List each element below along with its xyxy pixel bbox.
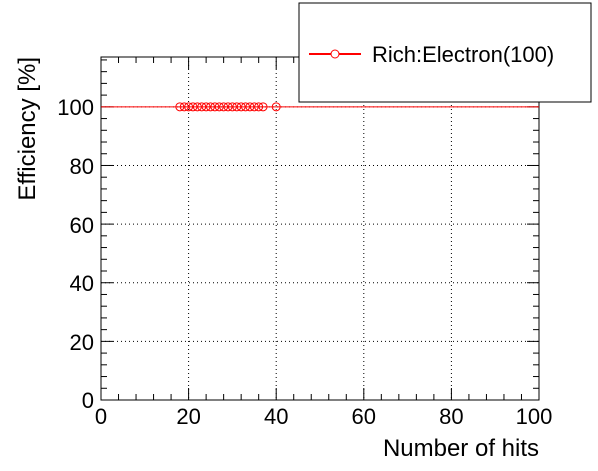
data-point [214, 102, 224, 112]
y-axis-label: Efficiency [%] [14, 57, 41, 201]
data-point [232, 102, 242, 112]
data-point [179, 102, 189, 112]
data-point [206, 102, 215, 112]
data-point [210, 102, 220, 112]
plot-frame [100, 56, 540, 401]
data-point [245, 102, 255, 112]
series-rich-electron [101, 102, 539, 112]
data-point [188, 102, 198, 112]
x-axis-label: Number of hits [383, 435, 539, 462]
y-tick-label: 60 [70, 213, 94, 238]
ticks [100, 57, 540, 401]
data-point [258, 102, 268, 112]
data-point [223, 102, 233, 112]
series-points [175, 102, 281, 112]
x-tick-label: 80 [439, 404, 463, 429]
legend-box [298, 2, 592, 103]
legend: Rich:Electron(100) [298, 2, 592, 103]
x-tick-label: 20 [176, 404, 200, 429]
x-tick-label: 0 [95, 404, 107, 429]
legend-entry-label: Rich:Electron(100) [372, 42, 554, 67]
data-point [175, 102, 185, 112]
data-point [197, 102, 207, 112]
x-tick-label: 40 [264, 404, 288, 429]
y-tick-label: 80 [70, 154, 94, 179]
x-tick-label: 100 [516, 404, 553, 429]
data-point [219, 102, 229, 112]
y-tick-label: 40 [70, 271, 94, 296]
data-point [271, 102, 281, 112]
y-tick-label: 20 [70, 330, 94, 355]
x-tick-labels: 0 20 40 60 80 100 [95, 404, 552, 429]
y-tick-label: 0 [82, 388, 94, 413]
data-point [184, 102, 194, 112]
data-point [254, 102, 264, 112]
data-point [241, 102, 251, 112]
data-point [249, 102, 259, 112]
y-tick-label: 100 [57, 95, 94, 120]
grid [101, 57, 539, 400]
data-point [192, 102, 202, 112]
x-tick-label: 60 [352, 404, 376, 429]
data-point [201, 102, 211, 112]
y-tick-labels: 0 20 40 60 80 100 [57, 95, 94, 413]
data-point [227, 102, 237, 112]
data-point [236, 102, 246, 112]
legend-marker-icon [330, 49, 340, 59]
